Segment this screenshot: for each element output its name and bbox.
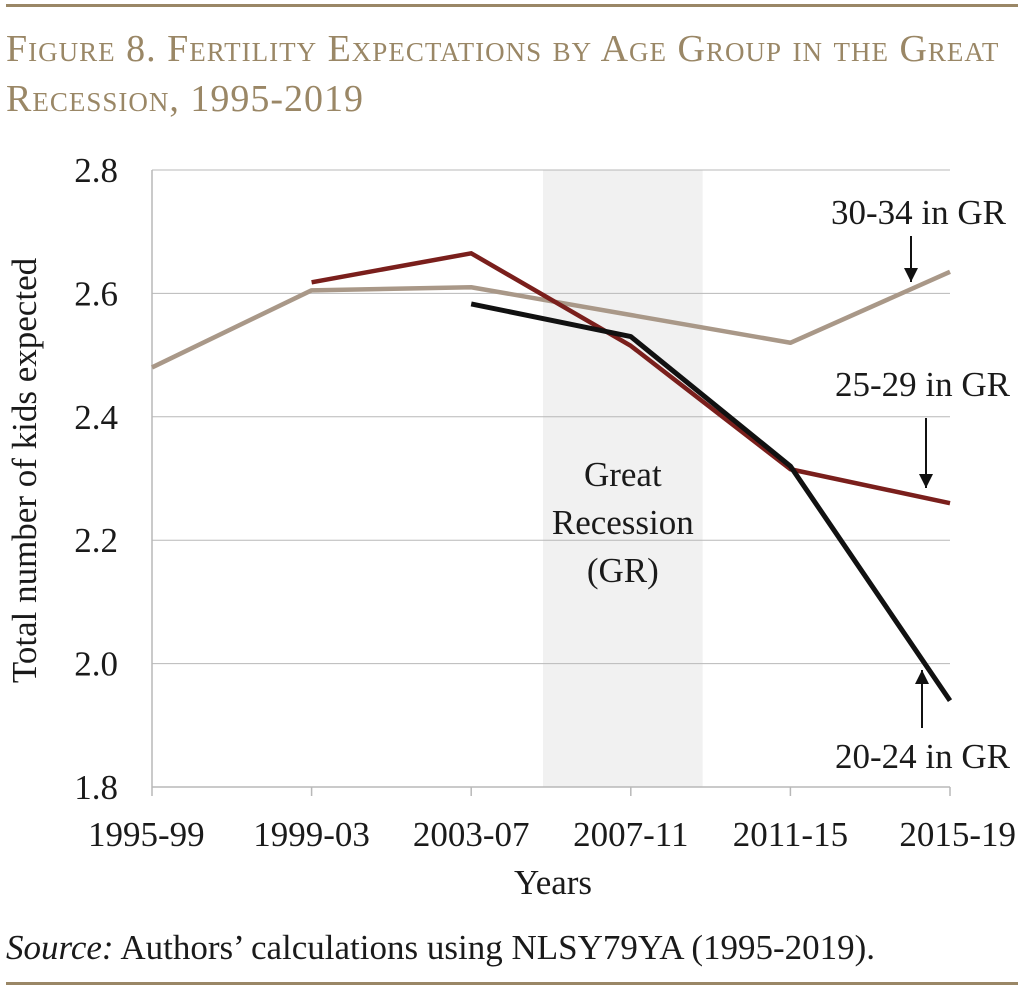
annotation-label: 25-29 in GR bbox=[835, 365, 1011, 404]
series-line-20-24-in-gr bbox=[470, 301, 953, 703]
x-tick-label: 1995-99 bbox=[88, 815, 205, 854]
source-label: Source: bbox=[6, 928, 114, 967]
recession-label: Great bbox=[584, 455, 662, 494]
figure-title: Figure 8. Fertility Expectations by Age … bbox=[6, 28, 1000, 120]
annotation-arrow-head bbox=[915, 670, 929, 684]
y-tick-label: 2.4 bbox=[74, 398, 118, 437]
y-tick-label: 2.2 bbox=[74, 521, 118, 560]
y-tick-label: 2.8 bbox=[74, 151, 118, 190]
x-tick-label: 2007-11 bbox=[573, 815, 688, 854]
annotation-label: 20-24 in GR bbox=[835, 737, 1011, 776]
source-text: Authors’ calculations using NLSY79YA (19… bbox=[113, 928, 876, 967]
top-rule bbox=[6, 4, 1018, 7]
recession-label: Recession bbox=[552, 503, 694, 542]
annotation-label: 30-34 in GR bbox=[831, 193, 1007, 232]
bottom-rule bbox=[6, 982, 1018, 985]
x-tick-label: 2015-19 bbox=[899, 815, 1016, 854]
x-tick-label: 2011-15 bbox=[733, 815, 848, 854]
annotation-arrow-head bbox=[919, 474, 933, 488]
recession-label: (GR) bbox=[587, 551, 659, 590]
source-note: Source: Authors’ calculations using NLSY… bbox=[6, 928, 875, 968]
y-tick-label: 2.0 bbox=[74, 645, 118, 684]
annotation-arrow-head bbox=[904, 268, 918, 282]
y-axis-title: Total number of kids expected bbox=[5, 257, 44, 683]
x-tick-label: 1999-03 bbox=[253, 815, 370, 854]
x-tick-label: 2003-07 bbox=[413, 815, 530, 854]
x-axis-title: Years bbox=[514, 863, 592, 902]
y-tick-label: 1.8 bbox=[74, 768, 118, 807]
recession-band bbox=[543, 170, 703, 787]
y-tick-label: 2.6 bbox=[74, 274, 118, 313]
